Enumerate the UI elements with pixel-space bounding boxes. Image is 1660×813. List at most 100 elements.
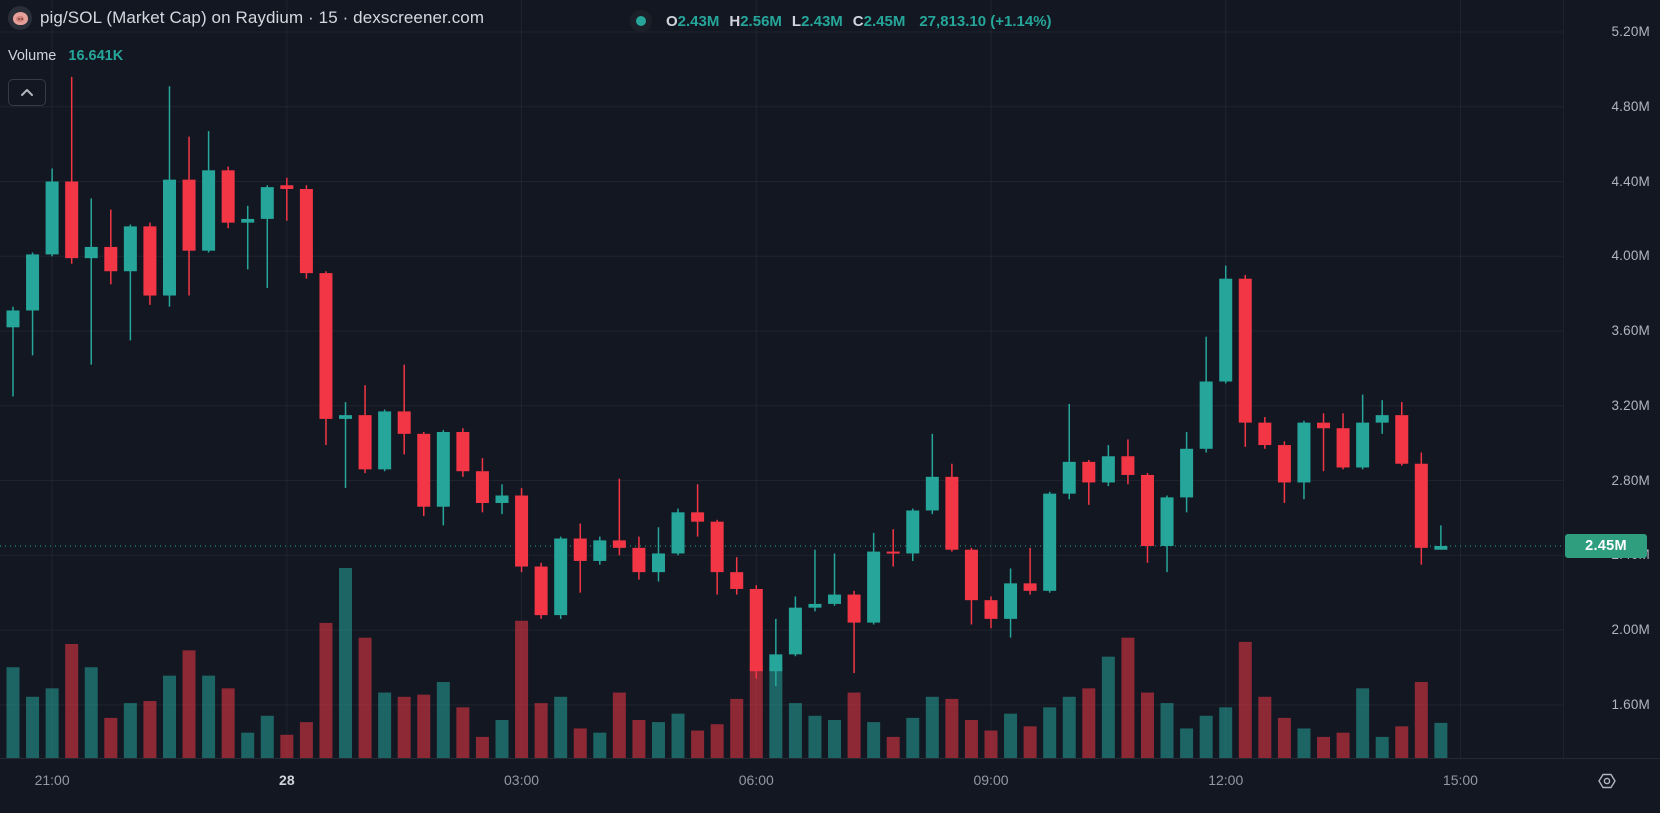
candle-body (123, 226, 137, 272)
volume-bar (1356, 688, 1370, 758)
volume-bar (339, 568, 353, 758)
volume-bar (671, 713, 685, 758)
candle-body (1336, 428, 1350, 468)
volume-bar (847, 692, 861, 758)
volume-bar (319, 622, 333, 758)
volume-bar (397, 696, 411, 758)
volume-bar (162, 675, 176, 758)
time-tick-label: 09:00 (973, 772, 1009, 788)
axis-settings-button[interactable] (1595, 769, 1619, 793)
candle-body (456, 431, 470, 472)
candle-body (1199, 381, 1213, 449)
candle-body (573, 538, 587, 561)
candle-body (906, 510, 920, 554)
candle-body (104, 246, 118, 272)
pig-icon (8, 6, 32, 30)
volume-bar (495, 720, 509, 758)
collapse-pane-button[interactable] (8, 79, 46, 106)
price-tick-label: 2.00M (1611, 622, 1650, 638)
volume-bar (808, 715, 822, 758)
time-tick-label: 03:00 (504, 772, 540, 788)
volume-bar (886, 736, 900, 758)
volume-bar (710, 724, 724, 758)
volume-bar (1101, 656, 1115, 758)
price-tick-label: 4.80M (1611, 98, 1650, 114)
chart-header: pig/SOL (Market Cap) on Raydium · 15 · d… (8, 6, 484, 30)
candle-body (260, 187, 274, 219)
ohlc-legend: O2.43M H2.56M L2.43M C2.45M 27,813.10 (+1.1… (630, 10, 1052, 32)
candle-body (6, 310, 20, 328)
candle-body (339, 415, 353, 419)
candle-body (1297, 422, 1311, 483)
volume-bar (554, 696, 568, 758)
volume-bar (984, 730, 998, 758)
volume-bar (867, 722, 881, 758)
price-axis[interactable]: 5.20M4.80M4.40M4.00M3.60M3.20M2.80M2.40M… (1563, 0, 1660, 758)
volume-bar (573, 728, 587, 758)
volume-bar (1121, 637, 1135, 758)
candle-body (593, 540, 607, 561)
volume-bar (534, 703, 548, 758)
time-axis[interactable]: 21:00 28 03:00 06:00 09:00 12:00 15:00 (0, 758, 1660, 813)
candle-body (280, 185, 294, 189)
volume-bar (202, 675, 216, 758)
candle-body (378, 411, 392, 470)
candle-body (788, 607, 802, 655)
candle-body (436, 431, 450, 507)
candle-body (554, 538, 568, 616)
candle-body (241, 218, 255, 223)
volume-bar (84, 667, 98, 758)
price-tick-label: 3.20M (1611, 397, 1650, 413)
candle-body (1062, 461, 1076, 494)
ohlc-values: O2.43M H2.56M L2.43M C2.45M (666, 13, 905, 30)
candle-body (964, 549, 978, 601)
volume-bar (769, 667, 783, 758)
candle-body (1023, 583, 1037, 591)
candle-body (1140, 474, 1154, 546)
candle-body (651, 553, 665, 573)
candle-body (691, 512, 705, 522)
candle-body (515, 495, 529, 567)
current-price-badge: 2.45M (1565, 533, 1647, 558)
time-tick-label: 15:00 (1442, 772, 1478, 788)
candle-body (1004, 583, 1018, 619)
volume-bar (828, 720, 842, 758)
candle-body (1434, 545, 1448, 550)
candle-body (671, 512, 685, 554)
candle-body (475, 471, 489, 503)
volume-bar (1258, 696, 1272, 758)
candle-body (730, 572, 744, 589)
series-marker-icon (630, 10, 652, 32)
volume-bar (104, 717, 118, 758)
ohlc-item-H: H2.56M (729, 12, 782, 30)
volume-bar (378, 692, 392, 758)
volume-bar (6, 667, 20, 758)
ohlc-item-L: L2.43M (791, 12, 843, 30)
volume-bar (1317, 736, 1331, 758)
candle-body (162, 179, 176, 296)
candle-body (182, 179, 196, 251)
candle-body (1395, 415, 1409, 464)
volume-bar (788, 703, 802, 758)
volume-bar (1336, 732, 1350, 758)
price-tick-label: 4.40M (1611, 173, 1650, 189)
volume-bar (964, 720, 978, 758)
volume-bar (1297, 728, 1311, 758)
candle-body (1238, 278, 1252, 423)
gear-icon (1598, 773, 1616, 789)
candle-body (397, 411, 411, 434)
volume-bar (260, 715, 274, 758)
volume-bar (1199, 715, 1213, 758)
candle-body (358, 415, 372, 470)
volume-bar (182, 650, 196, 758)
volume-bar (123, 703, 137, 758)
ohlc-item-O: O2.43M (666, 12, 720, 30)
volume-bar (1238, 641, 1252, 758)
volume-bar (749, 663, 763, 758)
volume-bar (280, 734, 294, 758)
volume-bar (1180, 728, 1194, 758)
candle-body (202, 170, 216, 251)
candle-body (749, 588, 763, 672)
